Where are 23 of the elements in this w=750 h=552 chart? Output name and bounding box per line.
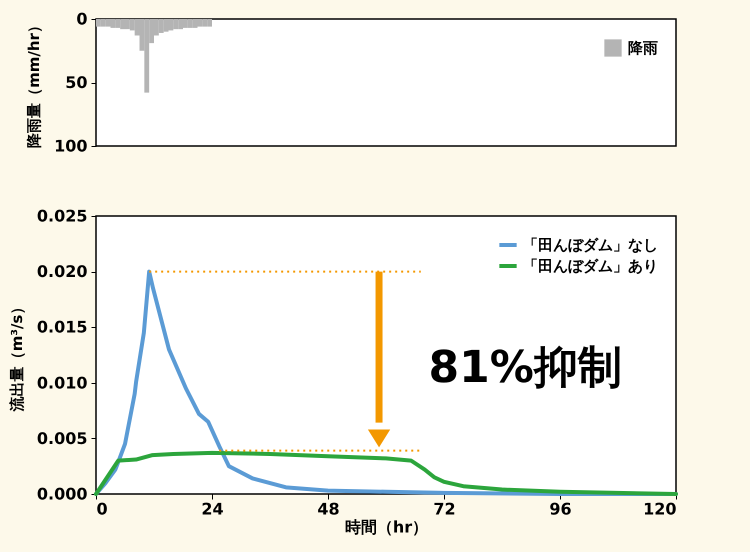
y-tick-label: 0.020 (36, 262, 88, 282)
y-axis-title: 流出量（m³/s） (8, 300, 26, 412)
x-tick-label: 48 (317, 500, 340, 518)
y-tick-label: 0 (76, 10, 88, 28)
x-tick-label: 72 (433, 500, 456, 518)
y-tick-label: 0.005 (36, 428, 88, 448)
x-axis-title: 時間（hr） (344, 518, 428, 536)
y-tick-label: 0.015 (36, 318, 88, 337)
y-tick-label: 100 (54, 136, 88, 156)
legend-label: 降雨 (628, 39, 658, 57)
y-tick-label: 50 (65, 73, 88, 92)
x-tick-label: 0 (96, 500, 108, 518)
legend-label: 「田んぼダム」なし (523, 236, 658, 254)
legend-label: 「田んぼダム」あり (523, 257, 658, 275)
line-series (94, 450, 678, 496)
x-tick-label: 24 (201, 500, 224, 518)
annotation: 81%抑制 (428, 342, 622, 393)
y-axis-title: 降雨量（mm/hr） (25, 18, 44, 148)
x-tick-label: 96 (549, 500, 572, 518)
x-tick-label: 120 (643, 500, 676, 518)
y-tick-label: 0.025 (36, 206, 88, 226)
y-tick-label: 0.000 (36, 484, 88, 504)
y-tick-label: 0.010 (36, 373, 88, 392)
